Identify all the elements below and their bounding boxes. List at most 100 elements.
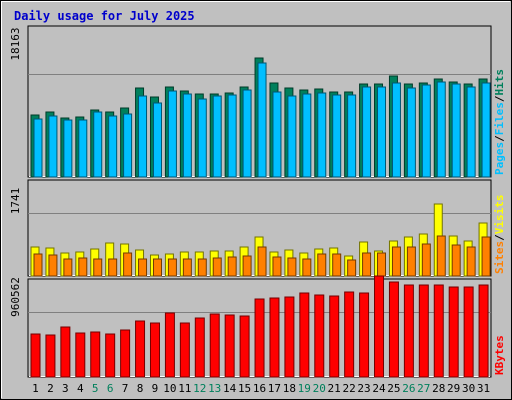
middle-panel-max-label: 1741 — [9, 188, 22, 215]
legend-entry-sites: Sites — [493, 241, 506, 274]
bar-kbytes-day-6 — [105, 333, 116, 378]
bar-kbytes-day-4 — [75, 332, 86, 378]
bar-kbytes-day-5 — [90, 331, 101, 378]
legend-entry-hits: Hits — [493, 69, 506, 96]
day-tick-labels: 1 2 3 4 5 6 7 8 9 10 11 12 13 14 15 16 17 18 19 20 21 22 23 24 2… — [32, 382, 490, 395]
bar-kbytes-day-3 — [60, 326, 71, 378]
x-tick-day-6: 6 — [107, 382, 114, 395]
bar-kbytes-day-27 — [418, 284, 429, 378]
bar-files-day-26 — [406, 87, 416, 178]
bar-sites-day-4 — [78, 257, 88, 277]
bottom-panel-max-label: 960562 — [9, 277, 22, 317]
bar-sites-day-10 — [167, 258, 177, 277]
bar-files-day-13 — [212, 95, 222, 178]
x-tick-day-19: 19 — [298, 382, 311, 395]
legend-entry-separator: / — [493, 234, 506, 241]
bar-kbytes-day-29 — [448, 286, 459, 378]
bar-sites-day-5 — [93, 258, 103, 277]
bar-kbytes-day-12 — [194, 317, 205, 378]
bar-files-day-27 — [421, 84, 431, 178]
bar-kbytes-day-15 — [239, 315, 250, 378]
sites-visits-panel — [27, 179, 492, 277]
bar-sites-day-11 — [182, 258, 192, 277]
x-tick-day-24: 24 — [372, 382, 386, 395]
bar-files-day-30 — [466, 86, 476, 178]
bar-kbytes-day-20 — [314, 294, 325, 378]
bar-sites-day-25 — [391, 246, 401, 277]
bar-kbytes-day-21 — [329, 295, 340, 378]
x-tick-day-7: 7 — [122, 382, 129, 395]
bar-files-day-21 — [332, 94, 342, 178]
bar-sites-day-24 — [377, 252, 387, 277]
x-tick-day-22: 22 — [342, 382, 355, 395]
bar-files-day-22 — [347, 94, 357, 178]
kbytes-panel — [27, 275, 492, 378]
bar-kbytes-day-17 — [269, 297, 280, 378]
x-tick-day-29: 29 — [447, 382, 460, 395]
bar-kbytes-day-26 — [403, 284, 414, 378]
x-tick-day-14: 14 — [223, 382, 237, 395]
bar-files-day-15 — [242, 89, 252, 178]
bar-kbytes-day-10 — [164, 312, 175, 378]
x-tick-day-27: 27 — [417, 382, 430, 395]
bar-files-day-12 — [197, 98, 207, 178]
bar-sites-day-26 — [406, 246, 416, 277]
legend-entry-separator: / — [493, 95, 506, 102]
top-panel-legend: Pages/Files/Hits — [493, 69, 506, 175]
bar-sites-day-7 — [123, 252, 133, 277]
bar-sites-day-15 — [242, 255, 252, 277]
bar-sites-day-2 — [48, 254, 58, 277]
bar-files-day-17 — [272, 91, 282, 178]
bar-files-day-24 — [377, 86, 387, 178]
bar-kbytes-day-30 — [463, 286, 474, 378]
bar-files-day-23 — [362, 86, 372, 178]
hits-files-pages-panel — [27, 25, 492, 178]
bar-files-day-10 — [167, 90, 177, 178]
x-tick-day-28: 28 — [432, 382, 445, 395]
bar-kbytes-day-14 — [224, 314, 235, 378]
bar-sites-day-19 — [302, 258, 312, 277]
bar-sites-day-21 — [332, 253, 342, 277]
legend-entry-separator: / — [493, 135, 506, 142]
bar-kbytes-day-1 — [30, 333, 41, 378]
x-tick-day-11: 11 — [178, 382, 191, 395]
legend-entry-visits: Visits — [493, 195, 506, 235]
bar-sites-day-6 — [108, 258, 118, 277]
bar-sites-day-1 — [33, 253, 43, 277]
bar-sites-day-16 — [257, 246, 267, 277]
bar-files-day-6 — [108, 115, 118, 178]
legend-entry-pages: Pages — [493, 142, 506, 175]
bar-files-day-11 — [182, 93, 192, 178]
bar-files-day-1 — [33, 118, 43, 178]
bar-kbytes-day-28 — [433, 284, 444, 378]
x-tick-day-12: 12 — [193, 382, 206, 395]
bar-kbytes-day-13 — [209, 313, 220, 378]
x-tick-day-16: 16 — [253, 382, 266, 395]
bar-files-day-28 — [436, 81, 446, 178]
x-tick-day-26: 26 — [402, 382, 415, 395]
bar-kbytes-day-2 — [45, 334, 56, 378]
bar-sites-day-13 — [212, 257, 222, 277]
chart-title: Daily usage for July 2025 — [14, 9, 195, 23]
bar-sites-day-14 — [227, 256, 237, 277]
bar-sites-day-20 — [317, 253, 327, 277]
x-tick-day-13: 13 — [208, 382, 221, 395]
middle-legend-text: Sites/Visits — [493, 195, 506, 275]
bar-files-day-16 — [257, 62, 267, 178]
x-tick-day-30: 30 — [462, 382, 475, 395]
x-tick-day-4: 4 — [77, 382, 84, 395]
top-legend-text: Pages/Files/Hits — [493, 69, 506, 175]
bar-sites-day-8 — [138, 258, 148, 277]
x-tick-day-23: 23 — [357, 382, 370, 395]
bar-kbytes-day-22 — [344, 291, 355, 378]
bar-sites-day-12 — [197, 258, 207, 277]
bottom-legend-text: KBytes — [493, 335, 506, 375]
legend-entry-kbytes: KBytes — [493, 335, 506, 375]
bar-files-day-29 — [451, 83, 461, 178]
bar-files-day-5 — [93, 111, 103, 178]
bar-kbytes-day-24 — [374, 275, 385, 378]
bar-sites-day-3 — [63, 258, 73, 277]
x-tick-day-8: 8 — [137, 382, 144, 395]
bar-sites-day-28 — [436, 235, 446, 277]
